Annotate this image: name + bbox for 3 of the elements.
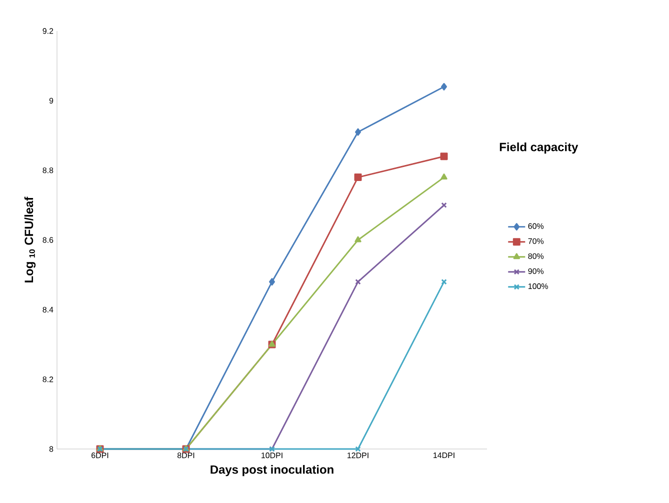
legend-title: Field capacity [500, 142, 578, 154]
x-axis-title: Days post inoculation [210, 465, 334, 476]
y-axis-title: Log $_{10}$ CFU/leaf [24, 196, 36, 282]
